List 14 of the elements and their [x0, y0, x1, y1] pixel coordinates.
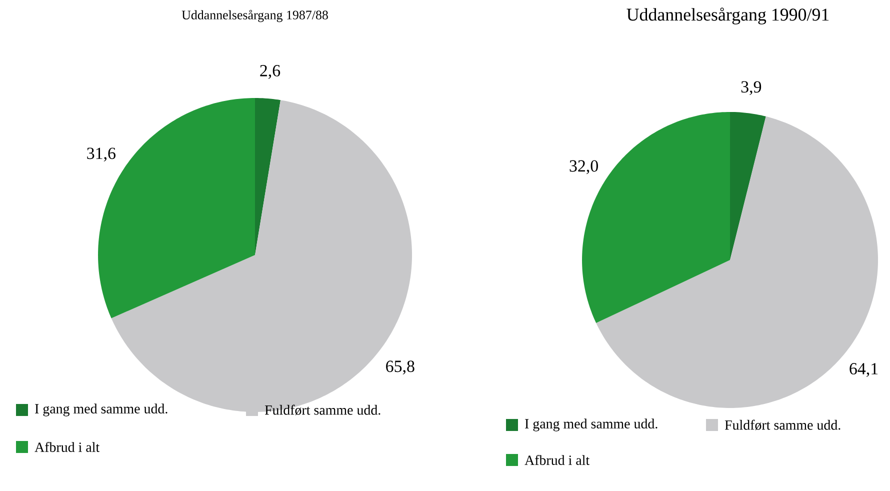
data-label: 31,6 [87, 148, 116, 162]
data-label: 3,9 [741, 81, 762, 96]
chart-title: Uddannelsesårgang 1990/91 [626, 8, 829, 24]
legend-label: Fuldført samme udd. [264, 404, 380, 416]
legend-label: Fuldført samme udd. [724, 420, 840, 430]
data-label: 2,6 [260, 64, 280, 79]
legend-label: Afbrud i alt [34, 442, 100, 452]
data-label: 32,0 [570, 160, 598, 174]
legend-label: I gang med samme udd. [35, 404, 168, 416]
chart-title: Uddannelsesårgang 1987/88 [182, 10, 328, 22]
data-label: 64,1 [850, 363, 878, 377]
data-label: 65,8 [386, 360, 414, 375]
legend-label: Afbrud i alt [524, 455, 590, 465]
legend-label: I gang med samme udd. [525, 418, 658, 432]
